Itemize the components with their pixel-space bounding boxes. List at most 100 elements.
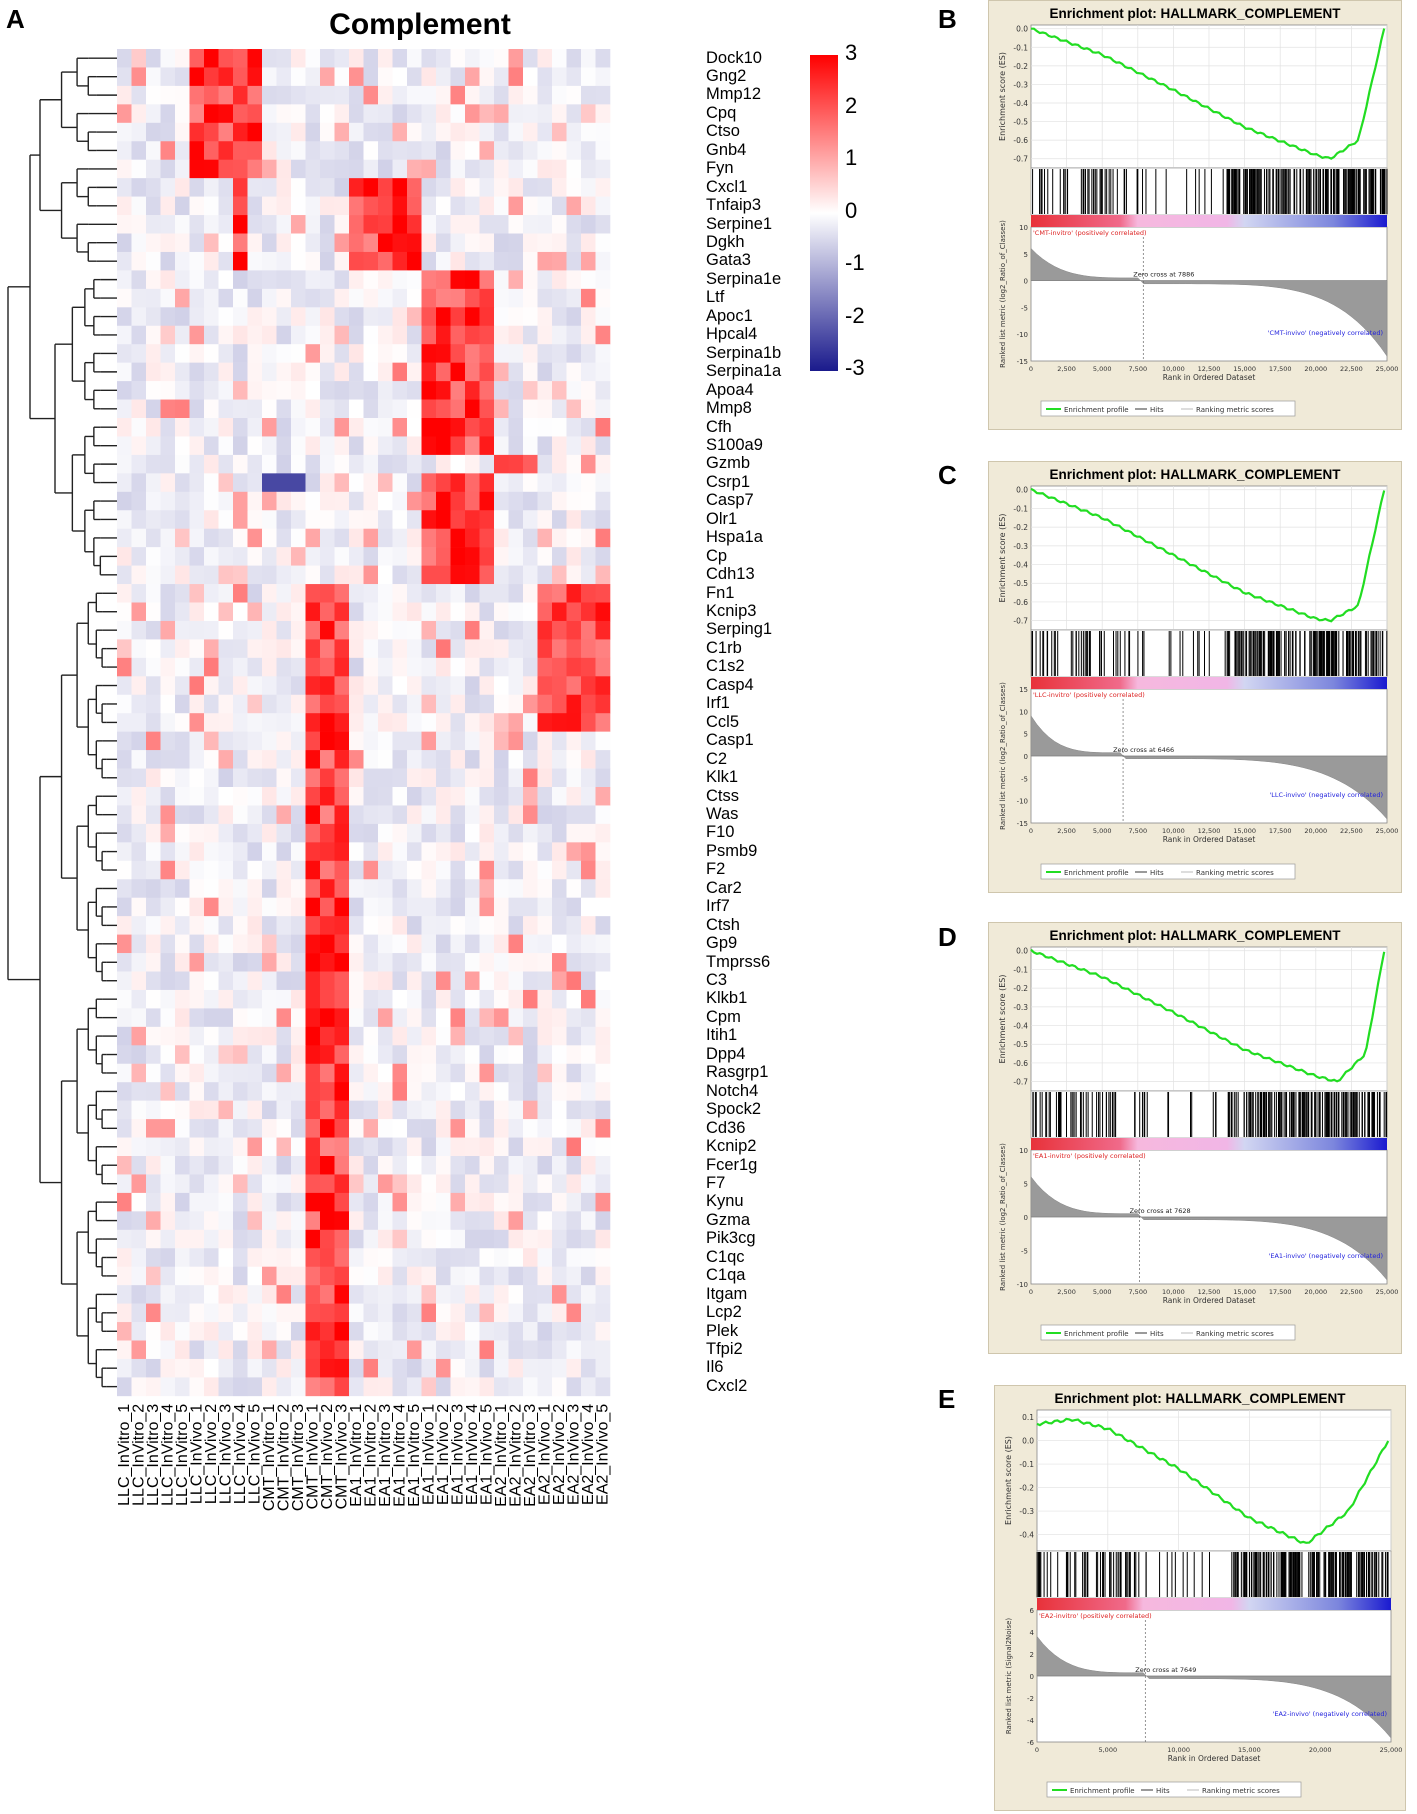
heatmap-cell xyxy=(117,860,132,880)
heatmap-cell xyxy=(189,639,205,659)
heatmap-cell xyxy=(189,1192,205,1212)
heatmap-cell xyxy=(160,547,176,566)
gene-label-kynu: Kynu xyxy=(706,1192,744,1211)
hits-track xyxy=(1030,167,1388,216)
heatmap-cell xyxy=(320,381,335,400)
heatmap-cell xyxy=(392,1082,408,1101)
heatmap-cell xyxy=(146,307,161,327)
heatmap-cell xyxy=(552,620,567,640)
heatmap-cell xyxy=(392,934,408,954)
heatmap-cell xyxy=(508,1285,524,1304)
heatmap-cell xyxy=(305,879,321,898)
heatmap-cell xyxy=(421,1063,437,1083)
heatmap-cell xyxy=(276,1156,292,1175)
heatmap-cell xyxy=(189,860,205,880)
heatmap-cell xyxy=(494,934,509,954)
heatmap-cell xyxy=(421,602,437,622)
heatmap-cell xyxy=(595,381,611,400)
heatmap-cell xyxy=(131,1377,147,1397)
heatmap-row-dgkh xyxy=(117,233,611,253)
heatmap-cell xyxy=(349,879,364,898)
heatmap-cell xyxy=(595,602,611,622)
heatmap-cell xyxy=(537,325,553,345)
heatmap-cell xyxy=(479,768,495,788)
heatmap-cell xyxy=(262,953,277,972)
heatmap-cell xyxy=(378,418,393,437)
heatmap-cell xyxy=(450,768,466,788)
heatmap-cell xyxy=(581,1211,596,1231)
heatmap-cell xyxy=(523,436,538,456)
heatmap-cell xyxy=(494,620,509,640)
metric-tick-label: 0 xyxy=(1024,753,1028,761)
heatmap-cell xyxy=(305,122,321,142)
heatmap-cell xyxy=(349,344,364,363)
heatmap-cell xyxy=(378,251,393,271)
heatmap-cell xyxy=(262,233,277,253)
heatmap-cell xyxy=(349,1358,364,1378)
heatmap-cell xyxy=(218,1082,234,1101)
heatmap-cell xyxy=(349,916,364,935)
heatmap-cell xyxy=(291,491,306,511)
heatmap-cell xyxy=(189,454,205,474)
heatmap-cell xyxy=(436,1322,451,1341)
heatmap-cell xyxy=(218,971,234,991)
heatmap-cell xyxy=(363,602,379,622)
heatmap-cell xyxy=(117,528,132,548)
heatmap-cell xyxy=(566,1358,582,1378)
heatmap-cell xyxy=(508,1192,524,1212)
heatmap-cell xyxy=(494,344,509,363)
gene-label-cxcl1: Cxcl1 xyxy=(706,177,748,196)
heatmap-cell xyxy=(291,731,306,751)
heatmap-cell xyxy=(407,750,422,769)
heatmap-cell xyxy=(233,381,248,400)
heatmap-cell xyxy=(334,547,350,566)
heatmap-cell xyxy=(595,491,611,511)
heatmap-cell xyxy=(189,1377,205,1397)
heatmap-row-c1rb xyxy=(117,639,611,659)
heatmap-cell xyxy=(175,1248,190,1267)
heatmap-cell xyxy=(465,528,480,548)
sample-label-llc-invitro-2: LLC_InVitro_2 xyxy=(131,1404,148,1506)
heatmap-cell xyxy=(465,1285,480,1304)
heatmap-cell xyxy=(276,916,292,935)
heatmap-cell xyxy=(204,1045,219,1065)
heatmap-cell xyxy=(146,399,161,419)
heatmap-cell xyxy=(450,787,466,806)
heatmap-cell xyxy=(508,1377,524,1397)
heatmap-cell xyxy=(160,178,176,197)
heatmap-cell xyxy=(494,270,509,290)
heatmap-cell xyxy=(334,916,350,935)
heatmap-cell xyxy=(189,805,205,825)
heatmap-cell xyxy=(436,418,451,437)
heatmap-cell xyxy=(465,713,480,732)
heatmap-cell xyxy=(276,454,292,474)
heatmap-cell xyxy=(276,418,292,437)
heatmap-cell xyxy=(175,897,190,917)
heatmap-cell xyxy=(247,657,263,677)
heatmap-cell xyxy=(552,787,567,806)
heatmap-cell xyxy=(262,694,277,714)
heatmap-cell xyxy=(131,510,147,529)
heatmap-cell xyxy=(421,307,437,327)
heatmap-cell xyxy=(247,215,263,234)
sample-label-ea2-invitro-1: EA2_InVitro_1 xyxy=(493,1404,510,1507)
color-scale-tick: 1 xyxy=(845,145,858,170)
heatmap-cell xyxy=(595,934,611,954)
heatmap-cell xyxy=(552,178,567,197)
heatmap-cell xyxy=(407,768,422,788)
heatmap-cell xyxy=(276,67,292,87)
heatmap-cell xyxy=(494,381,509,400)
heatmap-cell xyxy=(305,288,321,308)
heatmap-cell xyxy=(175,1156,190,1175)
heatmap-row-tmprss6 xyxy=(117,953,611,972)
heatmap-cell xyxy=(117,1248,132,1267)
heatmap-cell xyxy=(117,1174,132,1194)
metric-tick-label: 4 xyxy=(1030,1629,1035,1637)
heatmap-cell xyxy=(508,731,524,751)
heatmap-cell xyxy=(320,953,335,972)
heatmap-cell xyxy=(479,178,495,197)
metric-axis-label: Ranked list metric (log2_Ratio_of_Classe… xyxy=(999,1143,1007,1291)
heatmap-cell xyxy=(320,916,335,935)
heatmap-cell xyxy=(436,916,451,935)
heatmap-cell xyxy=(349,141,364,160)
